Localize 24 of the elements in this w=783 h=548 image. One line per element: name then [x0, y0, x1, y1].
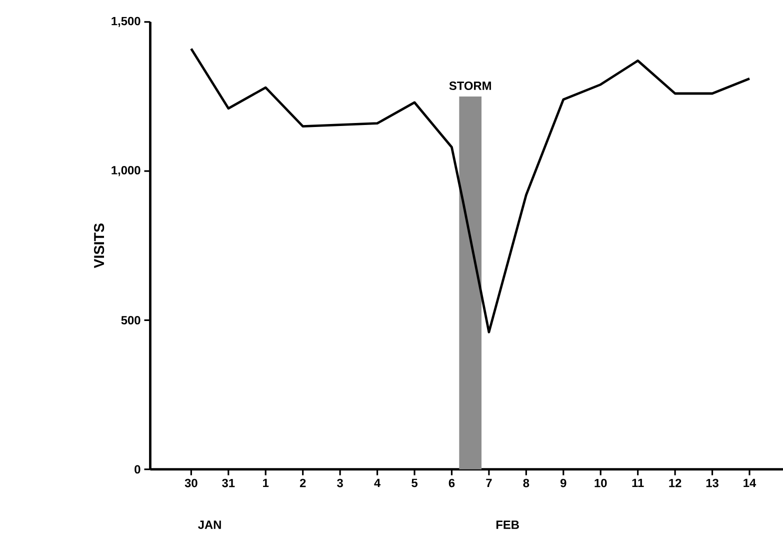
x-tick-label: 14: [744, 478, 756, 487]
y-tick-label: 500: [121, 316, 140, 324]
x-tick-label: 7: [486, 478, 492, 487]
x-tick-label: 10: [594, 478, 607, 488]
y-tick-label: 1,000: [112, 166, 140, 176]
y-axis-title: VISITS: [94, 224, 104, 268]
x-tick-label: 1: [263, 478, 269, 487]
y-tick-label: 1,500: [112, 16, 140, 27]
x-tick-label: 3: [337, 478, 343, 488]
x-tick-label: 4: [374, 478, 381, 487]
x-tick-label: 6: [448, 478, 455, 488]
x-tick-label: 5: [412, 478, 418, 488]
text: FEB: [496, 520, 519, 529]
x-tick-label: 30: [184, 478, 198, 488]
x-tick-label: 8: [523, 478, 530, 488]
annotation: STORM: [449, 82, 491, 90]
text: JAN: [198, 520, 221, 529]
x-tick-label: 2: [300, 478, 306, 488]
y-tick-label: 0: [134, 465, 140, 474]
x-tick-label: 11: [632, 478, 644, 487]
x-tick-label: 31: [222, 478, 235, 488]
x-tick-label: 9: [560, 478, 566, 488]
x-tick-label: 13: [706, 478, 718, 488]
x-tick-label: 12: [669, 478, 682, 488]
